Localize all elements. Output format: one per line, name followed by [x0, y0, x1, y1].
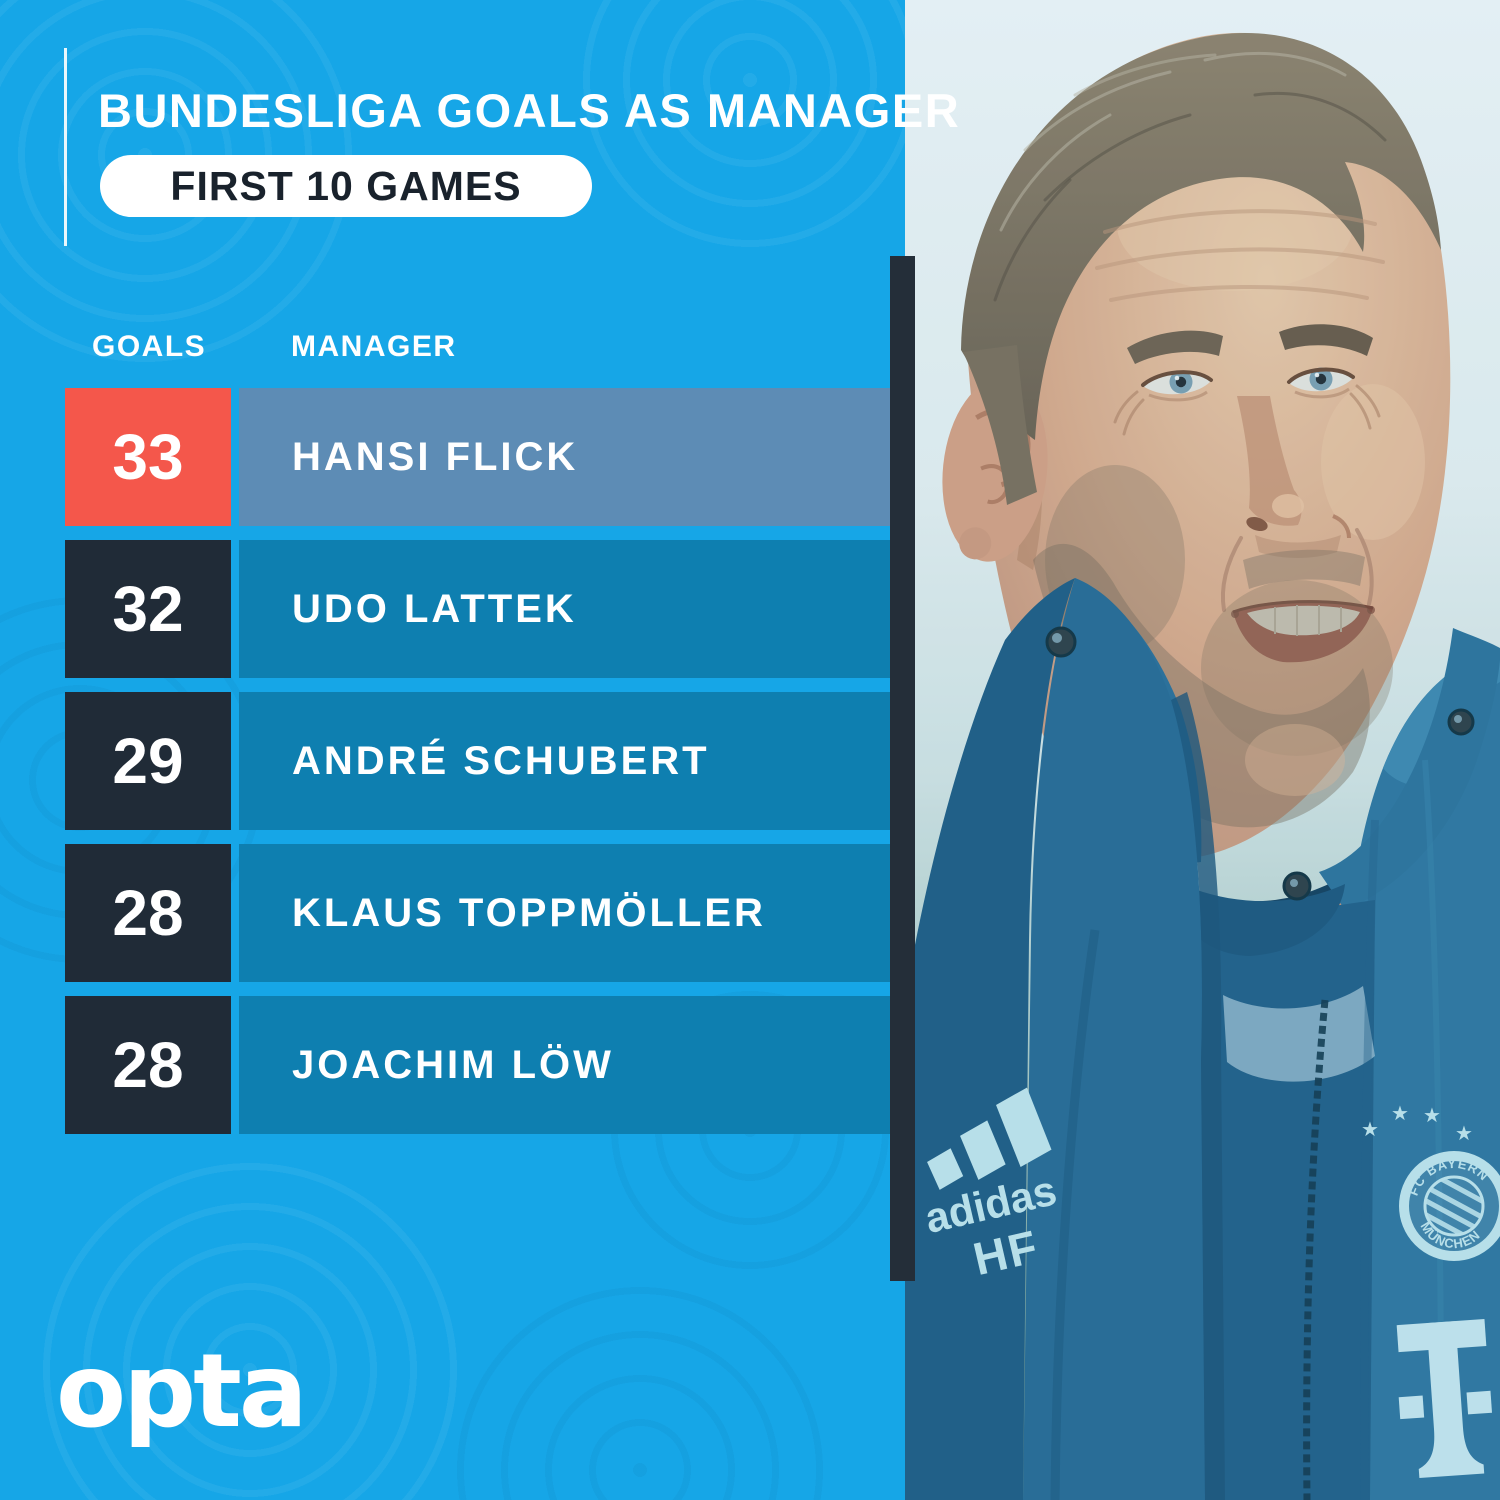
- manager-bar: UDO LATTEK: [239, 540, 890, 678]
- table-row: 28 JOACHIM LÖW: [65, 996, 890, 1134]
- goal-value-box: 28: [65, 844, 231, 982]
- goal-value: 32: [112, 573, 184, 645]
- goal-value-box: 32: [65, 540, 231, 678]
- jacket: [905, 578, 1500, 1500]
- goals-column-header: GOALS: [92, 330, 207, 363]
- manager-name: UDO LATTEK: [292, 586, 577, 631]
- shadow-column: [890, 256, 915, 1281]
- badge-label: FIRST 10 GAMES: [170, 162, 522, 209]
- opta-logo: opta: [56, 1332, 308, 1451]
- manager-name: HANSI FLICK: [292, 434, 579, 479]
- table-row: 29 ANDRÉ SCHUBERT: [65, 692, 890, 830]
- manager-bar: KLAUS TOPPMÖLLER: [239, 844, 890, 982]
- manager-name: JOACHIM LÖW: [292, 1042, 614, 1087]
- manager-bar: ANDRÉ SCHUBERT: [239, 692, 890, 830]
- eye-right: [1141, 370, 1213, 402]
- title-accent-line: [64, 48, 67, 246]
- adidas-bars-icon: [927, 1087, 1052, 1190]
- goal-value: 29: [112, 725, 184, 797]
- goal-value-box: 33: [65, 388, 231, 526]
- svg-text:★: ★: [1391, 1101, 1409, 1125]
- badge-pill: FIRST 10 GAMES: [100, 155, 592, 217]
- snap-buttons: [1045, 626, 1475, 901]
- photo-tone-overlay: [905, 0, 1500, 1500]
- goal-value: 33: [112, 421, 184, 493]
- nose: [1237, 396, 1351, 558]
- goal-value-box: 29: [65, 692, 231, 830]
- goal-value: 28: [112, 877, 184, 949]
- svg-text:★: ★: [1361, 1117, 1379, 1141]
- manager-name: KLAUS TOPPMÖLLER: [292, 890, 766, 935]
- eyebrow-left: [1279, 324, 1373, 356]
- manager-name: ANDRÉ SCHUBERT: [292, 738, 710, 783]
- forehead-wrinkles: [1095, 209, 1385, 302]
- eyebrow-right: [1127, 330, 1223, 364]
- goal-value: 28: [112, 1029, 184, 1101]
- crows-feet: [1113, 384, 1381, 436]
- telekom-t-icon: [1396, 1319, 1493, 1478]
- nasolabial-folds: [1220, 528, 1374, 612]
- manager-column-header: MANAGER: [291, 330, 457, 363]
- manager-bar: HANSI FLICK: [239, 388, 890, 526]
- zipper: [1303, 999, 1329, 1500]
- svg-text:★: ★: [1455, 1121, 1473, 1145]
- page-title: BUNDESLIGA GOALS AS MANAGER: [98, 84, 961, 137]
- table-row: 28 KLAUS TOPPMÖLLER: [65, 844, 890, 982]
- table-row: 33 HANSI FLICK: [65, 388, 890, 526]
- svg-text:★: ★: [1423, 1103, 1441, 1127]
- manager-bar: JOACHIM LÖW: [239, 996, 890, 1134]
- crest-stars-icon: ★ ★ ★ ★: [1361, 1101, 1473, 1145]
- eye-left: [1287, 367, 1355, 399]
- goal-value-box: 28: [65, 996, 231, 1134]
- bayern-crest: ★ ★ ★ ★ FC BAYERN MÜNCHEN: [1361, 1101, 1500, 1261]
- mouth: [1231, 600, 1375, 663]
- hansi-flick-photo: adidas HF ★ ★ ★ ★ FC BAYERN MÜN: [905, 0, 1500, 1500]
- hair: [961, 33, 1441, 505]
- table-row: 32 UDO LATTEK: [65, 540, 890, 678]
